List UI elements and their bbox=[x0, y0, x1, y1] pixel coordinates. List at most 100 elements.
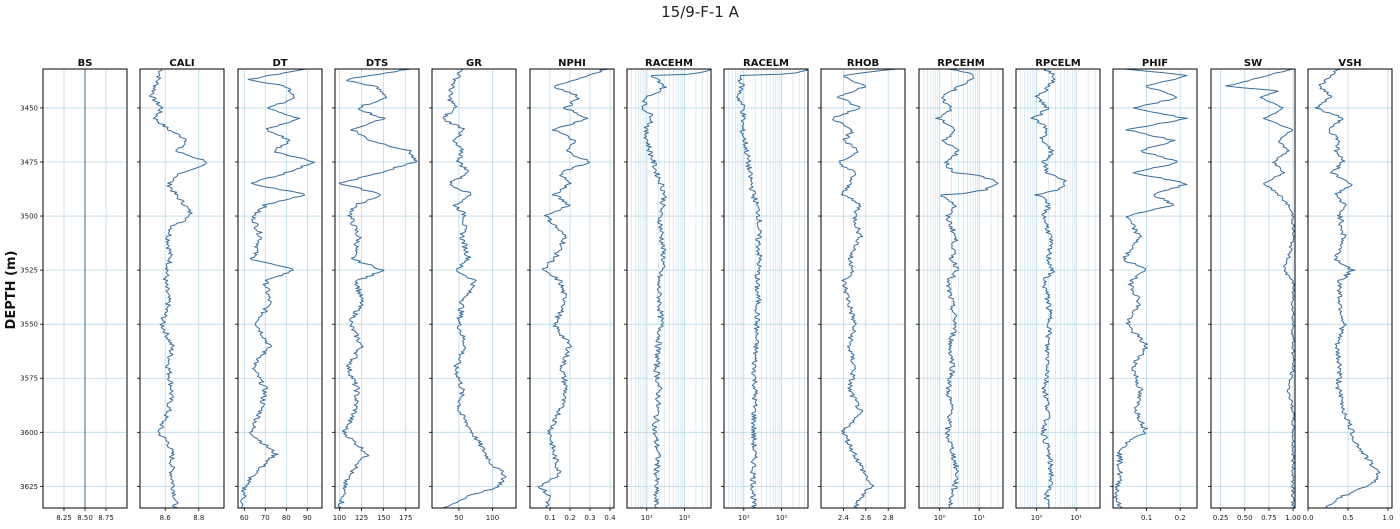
x-tick-label: 10¹ bbox=[973, 514, 985, 522]
x-tick-label: 100 bbox=[486, 514, 499, 522]
track-frame bbox=[529, 68, 615, 509]
x-tick-label: 0.0 bbox=[1302, 514, 1313, 522]
track-title-gr: GR bbox=[466, 58, 482, 69]
x-tick-label: 1.0 bbox=[1382, 514, 1393, 522]
track-title-sw: SW bbox=[1244, 58, 1262, 69]
track-vsh: VSH 0.0 0.5 1.0 bbox=[1302, 58, 1393, 522]
x-tick-label: 0.1 bbox=[544, 514, 555, 522]
curve-vsh bbox=[1314, 68, 1381, 508]
track-rpcelm: RPCELM 10⁰ 10¹ bbox=[1013, 58, 1101, 522]
x-tick-label: 175 bbox=[399, 514, 412, 522]
x-tick-label: 2.8 bbox=[883, 514, 894, 522]
curve-dts bbox=[337, 68, 418, 509]
x-tick-label: 0.50 bbox=[1237, 514, 1253, 522]
track-frame bbox=[626, 68, 712, 509]
x-tick-label: 10⁰ bbox=[934, 514, 946, 522]
x-tick-label: 50 bbox=[454, 514, 463, 522]
track-title-cali: CALI bbox=[169, 58, 194, 69]
curve-racelm bbox=[736, 68, 808, 509]
track-sw: SW 0.25 0.50 0.75 1.00 bbox=[1208, 58, 1301, 522]
track-frame bbox=[334, 68, 420, 509]
track-frame bbox=[918, 68, 1004, 509]
track-bs: BS 8.25 8.50 8.75 3450 3475 3500 3525 3550 3575 36… bbox=[20, 58, 128, 522]
x-tick-label: 0.1 bbox=[1141, 514, 1152, 522]
track-frame bbox=[723, 68, 809, 509]
x-tick-label: 80 bbox=[282, 514, 291, 522]
x-tick-label: 8.50 bbox=[77, 514, 93, 522]
curve-cali bbox=[148, 68, 207, 509]
x-tick-label: 90 bbox=[303, 514, 312, 522]
tracks: BS 8.25 8.50 8.75 3450 3475 3500 3525 3550 3575 36… bbox=[20, 58, 1393, 522]
x-tick-label: 0.4 bbox=[604, 514, 616, 522]
x-tick-label: 0.25 bbox=[1213, 514, 1229, 522]
track-rhob: RHOB 2.4 2.6 2.8 bbox=[818, 58, 906, 522]
curve-rpcelm bbox=[1030, 68, 1067, 508]
x-tick-label: 0.5 bbox=[1342, 514, 1353, 522]
track-title-bs: BS bbox=[78, 58, 93, 69]
x-tick-label: 0.2 bbox=[1175, 514, 1186, 522]
track-title-rhob: RHOB bbox=[847, 58, 879, 69]
x-tick-label: 10¹ bbox=[641, 514, 653, 522]
track-frame bbox=[431, 68, 517, 509]
track-frame bbox=[1210, 68, 1296, 509]
track-frame bbox=[1015, 68, 1101, 509]
track-title-phif: PHIF bbox=[1142, 58, 1168, 69]
track-cali: CALI 8.6 8.8 bbox=[137, 58, 225, 522]
x-tick-label: 150 bbox=[377, 514, 390, 522]
x-tick-label: 70 bbox=[261, 514, 270, 522]
x-tick-label: 1.00 bbox=[1285, 514, 1301, 522]
y-tick-label: 3550 bbox=[20, 321, 38, 329]
track-nphi: NPHI 0.1 0.2 0.3 0.4 bbox=[527, 58, 616, 522]
track-racehm: RACEHM 10¹ 10² bbox=[624, 58, 712, 522]
y-tick-label: 3450 bbox=[20, 104, 38, 112]
track-dts: DTS 100 125 150 175 bbox=[332, 58, 420, 522]
curve-sw bbox=[1225, 68, 1295, 508]
y-tick-label: 3600 bbox=[20, 429, 38, 437]
x-tick-label: 8.75 bbox=[98, 514, 114, 522]
track-rpcehm: RPCEHM 10⁰ 10¹ bbox=[916, 58, 1004, 522]
x-tick-label: 10¹ bbox=[1070, 514, 1082, 522]
y-tick-label: 3525 bbox=[20, 267, 38, 275]
track-gr: GR 50 100 bbox=[429, 58, 517, 522]
x-tick-label: 8.8 bbox=[193, 514, 204, 522]
y-tick-label: 3625 bbox=[20, 483, 38, 491]
x-tick-label: 10² bbox=[679, 514, 691, 522]
x-tick-label: 0.3 bbox=[584, 514, 595, 522]
track-title-dt: DT bbox=[272, 58, 287, 69]
track-frame bbox=[1112, 68, 1198, 509]
curve-rhob bbox=[832, 68, 897, 509]
track-frame bbox=[1307, 68, 1393, 509]
depth-axis-label: DEPTH (m) bbox=[4, 251, 19, 330]
track-racelm: RACELM 10¹ 10² bbox=[721, 58, 809, 522]
x-tick-label: 10⁰ bbox=[1031, 514, 1043, 522]
x-tick-label: 125 bbox=[355, 514, 368, 522]
y-tick-label: 3475 bbox=[20, 158, 38, 166]
y-tick-label: 3500 bbox=[20, 213, 38, 221]
curve-dt bbox=[240, 68, 315, 508]
track-title-dts: DTS bbox=[366, 58, 388, 69]
track-title-rpcelm: RPCELM bbox=[1035, 58, 1081, 69]
x-tick-label: 8.25 bbox=[56, 514, 72, 522]
x-tick-label: 60 bbox=[240, 514, 249, 522]
curve-gr bbox=[442, 68, 507, 509]
x-tick-label: 2.6 bbox=[860, 514, 872, 522]
track-frame bbox=[139, 68, 225, 509]
track-title-nphi: NPHI bbox=[558, 58, 586, 69]
track-frame bbox=[237, 68, 323, 509]
x-tick-label: 0.75 bbox=[1261, 514, 1277, 522]
y-tick-label: 3575 bbox=[20, 375, 38, 383]
curve-phif bbox=[1113, 68, 1188, 509]
curve-racehm bbox=[641, 68, 711, 508]
track-title-vsh: VSH bbox=[1338, 58, 1361, 69]
curve-rpcehm bbox=[935, 68, 999, 508]
track-frame bbox=[820, 68, 906, 509]
x-tick-label: 10² bbox=[776, 514, 788, 522]
track-title-racehm: RACEHM bbox=[645, 58, 693, 69]
x-tick-label: 2.4 bbox=[838, 514, 850, 522]
x-tick-label: 0.2 bbox=[564, 514, 575, 522]
x-tick-label: 8.6 bbox=[160, 514, 172, 522]
track-dt: DT 60 70 80 90 bbox=[235, 58, 323, 522]
x-tick-label: 10¹ bbox=[738, 514, 750, 522]
curve-nphi bbox=[537, 68, 609, 508]
